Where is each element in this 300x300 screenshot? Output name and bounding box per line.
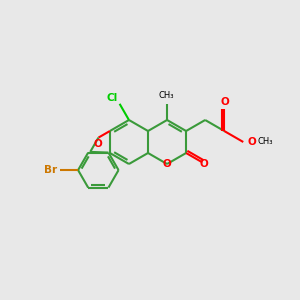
Text: O: O [200, 159, 209, 169]
Text: CH₃: CH₃ [257, 137, 273, 146]
Text: O: O [163, 159, 171, 169]
Text: O: O [221, 97, 230, 107]
Text: O: O [247, 137, 256, 147]
Text: Br: Br [44, 165, 58, 175]
Text: Cl: Cl [106, 93, 118, 103]
Text: CH₃: CH₃ [158, 92, 174, 100]
Text: O: O [93, 139, 102, 148]
